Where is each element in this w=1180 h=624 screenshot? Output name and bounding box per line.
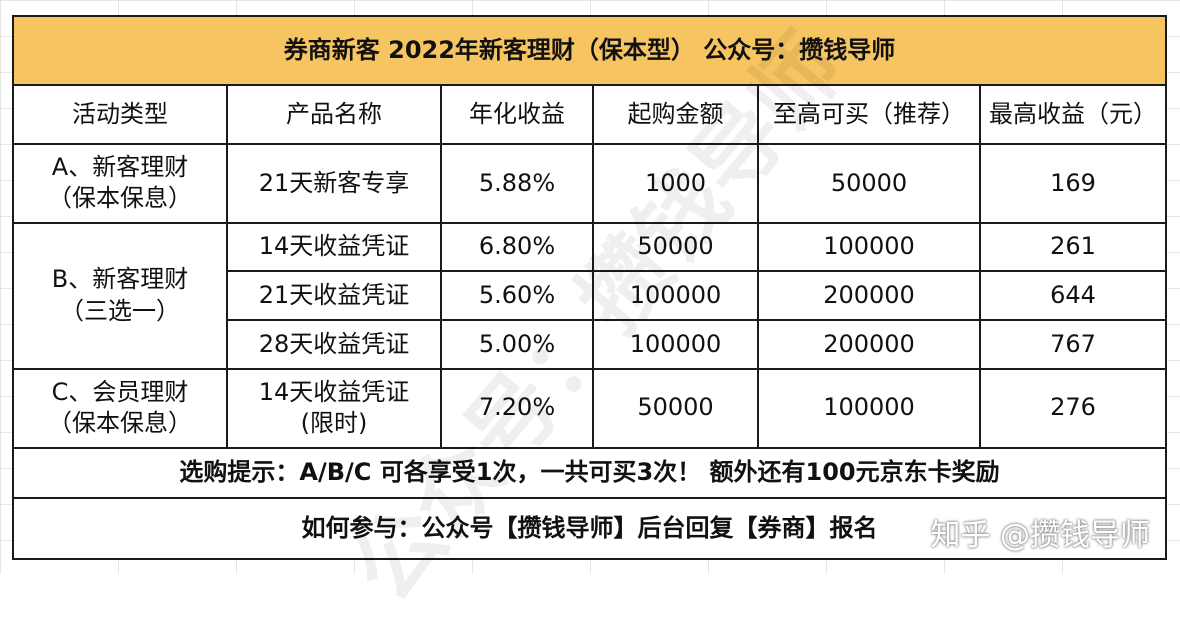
header-min-amount: 起购金额 bbox=[592, 83, 759, 145]
max-amount-cell: 200000 bbox=[757, 318, 981, 370]
header-activity-type: 活动类型 bbox=[12, 83, 228, 145]
header-product-name: 产品名称 bbox=[226, 83, 442, 145]
annual-yield-cell: 5.00% bbox=[440, 318, 594, 370]
header-row: 活动类型 产品名称 年化收益 起购金额 至高可买（推荐） 最高收益（元） bbox=[12, 83, 1168, 145]
product-name-cell: 21天新客专享 bbox=[226, 142, 442, 224]
tip-row: 选购提示：A/B/C 可各享受1次，一共可买3次！ 额外还有100元京东卡奖励 bbox=[11, 446, 1168, 500]
min-amount-cell: 100000 bbox=[592, 318, 759, 370]
header-annual-yield: 年化收益 bbox=[440, 83, 594, 145]
header-max-earnings: 最高收益（元） bbox=[978, 83, 1168, 145]
min-amount-cell: 50000 bbox=[592, 367, 759, 449]
table-title: 券商新客 2022年新客理财（保本型） 公众号：攒钱导师 bbox=[11, 15, 1168, 86]
annual-yield-cell: 7.20% bbox=[440, 367, 594, 449]
title-row: 券商新客 2022年新客理财（保本型） 公众号：攒钱导师 bbox=[11, 15, 1168, 86]
product-name-cell: 14天收益凭证 bbox=[226, 221, 442, 273]
activity-type-cell: C、会员理财 （保本保息） bbox=[12, 367, 228, 449]
annual-yield-cell: 6.80% bbox=[440, 221, 594, 273]
max-earnings-cell: 767 bbox=[978, 318, 1168, 370]
max-earnings-cell: 261 bbox=[978, 221, 1168, 273]
product-name-cell: 21天收益凭证 bbox=[226, 270, 442, 321]
product-name-cell: 14天收益凭证 (限时) bbox=[226, 367, 442, 449]
activity-type-cell: A、新客理财 （保本保息） bbox=[12, 142, 228, 224]
product-table: 券商新客 2022年新客理财（保本型） 公众号：攒钱导师 活动类型 产品名称 年… bbox=[11, 15, 1168, 560]
max-amount-cell: 50000 bbox=[757, 142, 981, 224]
participation-row: 如何参与：公众号【攒钱导师】后台回复【券商】报名 bbox=[11, 497, 1168, 560]
activity-type-sublabel: （保本保息） bbox=[48, 184, 192, 213]
table-row: 21天收益凭证 5.60% 100000 200000 644 bbox=[13, 270, 1168, 321]
participation-instructions: 如何参与：公众号【攒钱导师】后台回复【券商】报名 bbox=[11, 497, 1168, 560]
product-name-sublabel: (限时) bbox=[300, 409, 368, 438]
product-name-label: 14天收益凭证 bbox=[258, 377, 410, 406]
header-max-amount: 至高可买（推荐） bbox=[757, 83, 981, 145]
activity-type-sublabel: （保本保息） bbox=[48, 409, 192, 438]
max-amount-cell: 100000 bbox=[757, 221, 981, 273]
activity-type-label: A、新客理财 bbox=[51, 152, 189, 181]
min-amount-cell: 50000 bbox=[592, 221, 759, 273]
activity-type-sublabel: （三选一） bbox=[60, 296, 180, 325]
max-earnings-cell: 276 bbox=[978, 367, 1168, 449]
activity-type-cell: B、新客理财 （三选一） bbox=[12, 221, 228, 370]
table-row: 28天收益凭证 5.00% 100000 200000 767 bbox=[13, 318, 1168, 370]
max-earnings-cell: 644 bbox=[978, 270, 1168, 321]
table-row: B、新客理财 （三选一） 14天收益凭证 6.80% 50000 100000 … bbox=[12, 221, 1168, 370]
zhihu-watermark: 知乎 @攒钱导师 bbox=[930, 518, 1150, 553]
min-amount-cell: 1000 bbox=[592, 142, 759, 224]
min-amount-cell: 100000 bbox=[592, 270, 759, 321]
annual-yield-cell: 5.60% bbox=[440, 270, 594, 321]
activity-type-label: B、新客理财 bbox=[51, 265, 189, 294]
annual-yield-cell: 5.88% bbox=[440, 142, 594, 224]
max-amount-cell: 100000 bbox=[757, 367, 981, 449]
table-row: C、会员理财 （保本保息） 14天收益凭证 (限时) 7.20% 50000 1… bbox=[12, 367, 1168, 449]
product-name-cell: 28天收益凭证 bbox=[226, 318, 442, 370]
max-earnings-cell: 169 bbox=[978, 142, 1168, 224]
table-row: A、新客理财 （保本保息） 21天新客专享 5.88% 1000 50000 1… bbox=[12, 142, 1168, 224]
max-amount-cell: 200000 bbox=[757, 270, 981, 321]
purchase-tip: 选购提示：A/B/C 可各享受1次，一共可买3次！ 额外还有100元京东卡奖励 bbox=[11, 446, 1168, 500]
activity-type-label: C、会员理财 bbox=[51, 377, 189, 406]
